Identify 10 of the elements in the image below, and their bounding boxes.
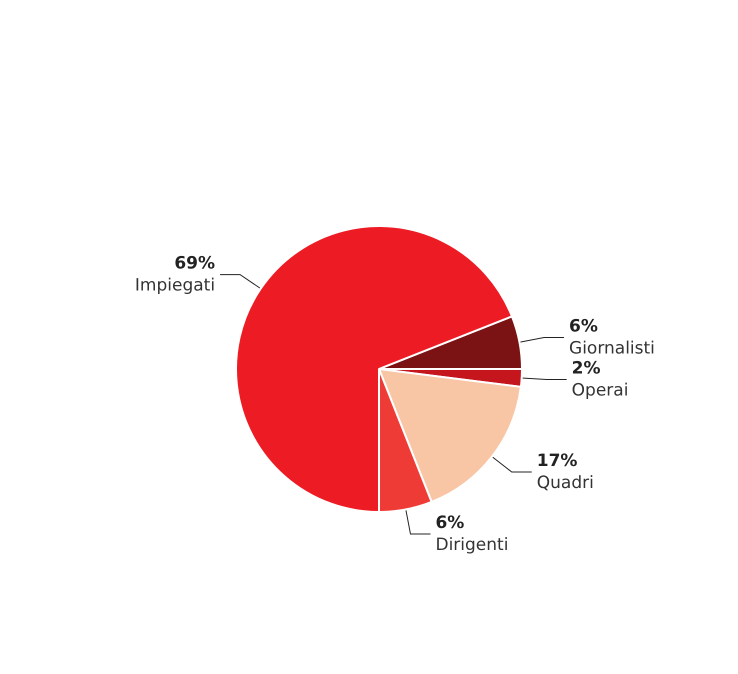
data-label: 69% <box>174 254 216 274</box>
data-label: 2% <box>572 358 601 379</box>
data-label: 6% <box>569 316 598 337</box>
slice-label: Giornalisti <box>569 338 655 359</box>
slice-label: Operai <box>572 380 628 401</box>
slice-label: Quadri <box>536 472 594 493</box>
data-label: 17% <box>536 450 578 471</box>
data-label: 6% <box>435 513 464 534</box>
slice-label: Impiegati <box>134 276 216 296</box>
slice-label: Dirigenti <box>435 535 508 556</box>
